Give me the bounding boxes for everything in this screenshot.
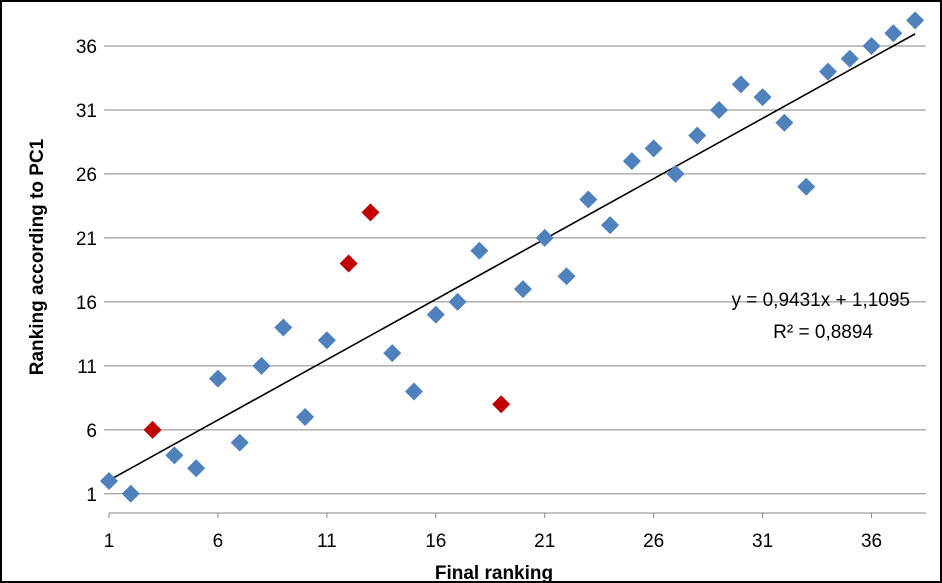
data-point-34 xyxy=(818,62,837,81)
data-point-28 xyxy=(688,126,707,145)
data-point-24 xyxy=(601,216,620,235)
data-point-5 xyxy=(187,459,206,478)
data-point-15 xyxy=(405,382,424,401)
y-tick-label: 6 xyxy=(86,421,97,442)
data-point-29 xyxy=(710,100,729,119)
data-point-31 xyxy=(753,88,772,107)
y-tick-label: 16 xyxy=(76,293,97,314)
x-tick-label: 1 xyxy=(104,531,115,552)
data-point-20 xyxy=(513,280,532,299)
data-point-7 xyxy=(230,433,249,452)
y-tick-label: 11 xyxy=(77,357,97,378)
data-point-35 xyxy=(840,49,859,68)
data-point-27 xyxy=(666,164,685,183)
y-tick-label: 31 xyxy=(76,101,97,122)
data-point-6 xyxy=(208,369,227,388)
data-point-26 xyxy=(644,139,663,158)
x-tick-label: 31 xyxy=(752,531,773,552)
data-point-36 xyxy=(862,36,881,55)
data-point-25 xyxy=(622,152,641,171)
highlight-point-3 xyxy=(143,420,162,439)
y-tick-label: 36 xyxy=(76,37,97,58)
data-point-23 xyxy=(579,190,598,209)
y-tick-label: 21 xyxy=(76,229,97,250)
data-point-4 xyxy=(165,446,184,465)
data-point-8 xyxy=(252,356,271,375)
y-tick-label: 26 xyxy=(76,165,97,186)
data-points xyxy=(100,11,925,503)
x-tick-label: 16 xyxy=(425,531,446,552)
trendline-equation: y = 0,9431x + 1,1095 xyxy=(731,290,910,311)
data-point-1 xyxy=(100,472,118,491)
data-point-9 xyxy=(274,318,293,337)
x-axis-ticks: 1 6 11 16 21 26 31 36 xyxy=(104,513,882,552)
x-tick-label: 36 xyxy=(861,531,882,552)
data-point-30 xyxy=(731,75,750,94)
x-tick-label: 21 xyxy=(534,531,555,552)
data-point-11 xyxy=(317,331,336,350)
data-point-16 xyxy=(426,305,445,324)
data-point-10 xyxy=(296,408,315,427)
data-point-17 xyxy=(448,292,467,311)
highlight-point-19 xyxy=(492,395,511,414)
data-point-21 xyxy=(535,228,554,247)
trendline xyxy=(108,33,916,482)
x-axis-title: Final ranking xyxy=(435,563,553,583)
data-point-32 xyxy=(775,113,794,132)
highlight-point-12 xyxy=(339,254,358,273)
data-point-38 xyxy=(906,11,925,30)
data-point-18 xyxy=(470,241,489,260)
data-point-37 xyxy=(884,24,903,43)
x-tick-label: 6 xyxy=(213,531,224,552)
y-axis-title: Ranking according to PC1 xyxy=(27,138,48,375)
x-tick-label: 11 xyxy=(317,531,337,552)
gridlines xyxy=(109,45,926,495)
x-tick-label: 26 xyxy=(643,531,664,552)
highlight-point-13 xyxy=(361,203,380,222)
data-point-33 xyxy=(797,177,816,196)
data-point-2 xyxy=(121,484,140,503)
data-point-22 xyxy=(557,267,576,286)
trendline-r-squared: R² = 0,8894 xyxy=(773,322,873,343)
y-tick-label: 1 xyxy=(86,485,97,506)
data-point-14 xyxy=(383,344,402,363)
